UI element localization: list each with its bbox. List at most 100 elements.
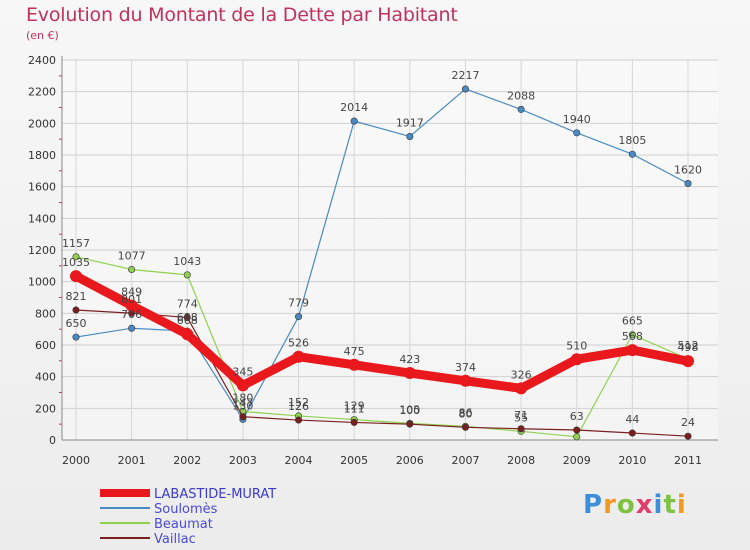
data-label-labastide-murat: 849 [121, 286, 142, 299]
data-point-beaumat [628, 331, 636, 339]
data-point-soulom-s [461, 85, 469, 93]
data-label-vaillac: 111 [344, 402, 365, 415]
brand-letter: i [653, 490, 664, 520]
data-point-vaillac [350, 418, 358, 426]
series-line-vaillac [75, 309, 689, 437]
data-label-labastide-murat: 668 [177, 314, 198, 327]
brand-letter: o [616, 490, 636, 520]
data-label-labastide-murat: 345 [232, 365, 253, 378]
brand-letter: P [583, 490, 604, 520]
data-label-labastide-murat: 568 [622, 330, 643, 343]
data-label-beaumat: 512 [678, 339, 699, 352]
data-point-vaillac [406, 420, 414, 428]
data-point-labastide-murat [570, 353, 583, 366]
y-tick-label: 1200 [28, 244, 56, 257]
x-tick-label: 2004 [285, 454, 313, 467]
data-point-soulom-s [517, 105, 525, 113]
data-point-beaumat [183, 271, 191, 279]
data-label-beaumat: 55 [514, 411, 528, 424]
data-point-beaumat [573, 433, 581, 441]
data-labels-layer: 1035 849 668 345 526 475 423 374 326 510 568 498 650… [62, 69, 702, 429]
brand-letter: t [663, 490, 677, 520]
x-tick-label: 2000 [62, 454, 90, 467]
data-label-labastide-murat: 498 [678, 341, 699, 354]
data-point-labastide-murat [403, 367, 416, 380]
y-tick-label: 800 [35, 307, 56, 320]
data-label-beaumat: 86 [458, 406, 472, 419]
data-label-soulom-s: 1917 [396, 116, 424, 129]
data-label-labastide-murat: 526 [288, 337, 309, 350]
data-label-beaumat: 665 [622, 315, 643, 328]
data-point-soulom-s [628, 150, 636, 158]
y-tick-label: 1600 [28, 181, 56, 194]
data-point-beaumat [72, 253, 80, 261]
data-point-soulom-s [72, 333, 80, 341]
x-tick-label: 2003 [229, 454, 257, 467]
data-point-beaumat [128, 265, 136, 273]
data-label-labastide-murat: 1035 [62, 256, 90, 269]
data-point-soulom-s [295, 313, 303, 321]
data-point-soulom-s [128, 324, 136, 332]
brand-logo: Proxiti [583, 490, 687, 520]
legend-label-labastide-murat: LABASTIDE-MURAT [154, 487, 276, 502]
x-tick-label: 2010 [618, 454, 646, 467]
chart-axes: 0 200 400 600 800 1000 1200 1400 1600 1800 2000 220… [28, 54, 718, 467]
legend-label-beaumat: Beaumat [154, 517, 213, 532]
x-tick-label: 2001 [118, 454, 146, 467]
data-point-vaillac [517, 425, 525, 433]
data-point-vaillac [72, 306, 80, 314]
data-label-vaillac: 100 [399, 404, 420, 417]
data-label-vaillac: 126 [288, 400, 309, 413]
data-point-soulom-s [573, 129, 581, 137]
data-label-labastide-murat: 475 [344, 345, 365, 358]
data-label-soulom-s: 1805 [618, 134, 646, 147]
data-label-labastide-murat: 423 [399, 353, 420, 366]
data-point-labastide-murat [125, 299, 138, 312]
data-label-soulom-s: 706 [121, 308, 142, 321]
y-tick-label: 1800 [28, 149, 56, 162]
y-tick-label: 600 [35, 339, 56, 352]
data-label-vaillac: 24 [681, 416, 695, 429]
data-label-labastide-murat: 374 [455, 361, 476, 374]
x-tick-label: 2007 [451, 454, 479, 467]
data-label-beaumat: 180 [232, 392, 253, 405]
data-label-beaumat: 1077 [118, 249, 146, 262]
data-point-vaillac [295, 416, 303, 424]
data-label-beaumat: 1043 [173, 255, 201, 268]
y-tick-label: 2000 [28, 117, 56, 130]
data-point-vaillac [628, 429, 636, 437]
data-label-beaumat: 129 [344, 400, 365, 413]
y-tick-label: 1000 [28, 276, 56, 289]
data-label-soulom-s: 650 [66, 317, 87, 330]
data-label-soulom-s: 688 [177, 311, 198, 324]
data-point-soulom-s [350, 117, 358, 125]
x-tick-label: 2006 [396, 454, 424, 467]
data-point-labastide-murat [682, 355, 694, 368]
data-point-labastide-murat [236, 379, 249, 392]
data-label-beaumat: 152 [288, 396, 309, 409]
brand-letter: i [676, 490, 687, 520]
data-label-vaillac: 147 [232, 397, 253, 410]
data-point-labastide-murat [626, 344, 639, 357]
data-label-soulom-s: 130 [232, 399, 253, 412]
x-tick-label: 2005 [340, 454, 368, 467]
data-label-soulom-s: 1940 [563, 113, 591, 126]
chart-grid [62, 59, 718, 441]
data-point-labastide-murat [181, 328, 194, 341]
data-label-soulom-s: 2088 [507, 89, 535, 102]
data-label-vaillac: 80 [458, 407, 472, 420]
data-label-soulom-s: 1620 [674, 164, 702, 177]
data-point-vaillac [239, 413, 247, 421]
data-label-soulom-s: 779 [288, 297, 309, 310]
data-label-labastide-murat: 510 [566, 339, 587, 352]
x-tick-label: 2011 [674, 454, 702, 467]
data-label-vaillac: 63 [570, 410, 584, 423]
data-point-labastide-murat [348, 358, 361, 371]
y-tick-label: 400 [35, 371, 56, 384]
y-tick-label: 200 [35, 402, 56, 415]
data-point-vaillac [573, 426, 581, 434]
y-tick-label: 2400 [28, 54, 56, 67]
y-tick-label: 1400 [28, 212, 56, 225]
